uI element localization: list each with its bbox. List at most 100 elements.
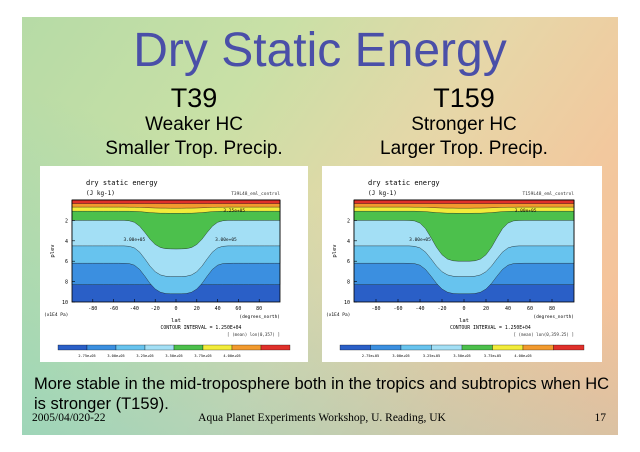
colorbar-label: 4.00e+05 [514,354,531,358]
left-column-line2: Smaller Trop. Precip. [105,138,283,159]
colorbar-swatch [370,344,402,351]
plot-units: (J kg-1) [86,190,115,197]
contour-label: 3.00e+05 [409,237,431,243]
right-column-header: T159 Stronger HC Larger Trop. Precip. [352,83,576,161]
contour-band [353,199,575,204]
x-tick-label: -40 [415,306,424,312]
y-tick-label: 2 [65,218,68,224]
footer-date: 2005/04/020-22 [32,412,106,424]
x-tick-label: 40 [215,306,221,312]
x-tick-label: 40 [505,306,511,312]
right-column-title: T159 [433,83,495,113]
x-tick-label: 60 [235,306,241,312]
y-axis-label: plev [332,244,338,258]
colorbar-swatch [86,344,117,351]
colorbar-label: 2.75e+05 [78,354,95,358]
left-column-line1: Weaker HC [145,114,243,135]
colorbar-swatch [431,344,463,351]
right-column-line1: Stronger HC [411,114,517,135]
contour-label: 3.00e+05 [215,237,237,243]
colorbar-swatch [260,344,291,351]
y-tick-label: 6 [347,259,350,265]
right-column-line2: Larger Trop. Precip. [380,138,548,159]
x-tick-label: -20 [151,306,160,312]
colorbar-label: 3.75e+05 [194,354,211,358]
y-axis-units: (x1E4 Pa) [44,312,68,318]
colorbar-swatch [173,344,204,351]
y-axis-units: (x1E4 Pa) [326,312,350,318]
slide-title: Dry Static Energy [133,24,507,77]
x-tick-label: 20 [483,306,489,312]
left-column-title: T39 [170,83,218,113]
y-tick-label: 8 [347,280,350,286]
plot-title: dry static energy [368,179,440,187]
plot-stats: [ (mean) lon(0,359.25) ] [513,332,574,337]
footer-page-number: 17 [594,412,607,424]
colorbar-label: 4.00e+05 [223,354,240,358]
x-axis-label: lat [459,318,469,324]
x-axis-units: (degrees_north) [239,314,280,320]
x-tick-label: 20 [194,306,200,312]
bottom-caption: More stable in the mid-troposphere both … [34,375,610,413]
t159-contour-plot: dry static energy (J kg-1) T159L48_eml_con… [326,179,585,358]
colorbar-swatch [231,344,262,351]
colorbar-swatch [57,344,88,351]
contour-interval: CONTOUR INTERVAL = 1.250E+04 [161,325,242,331]
contour-label: 3.25e+05 [223,208,245,214]
contour-label: 3.00e+05 [124,237,146,243]
plot-run-label: T159L48_eml_control [523,191,575,197]
x-tick-label: 80 [549,306,555,312]
plot-title: dry static energy [86,179,158,187]
colorbar-swatch [144,344,175,351]
colorbar-label: 3.00e+05 [107,354,124,358]
x-tick-label: -80 [371,306,380,312]
colorbar-swatch [553,344,585,351]
left-column-header: T39 Weaker HC Smaller Trop. Precip. [82,83,306,161]
colorbar-swatch [115,344,146,351]
x-tick-label: -80 [88,306,97,312]
y-tick-label: 8 [65,280,68,286]
contour-band [71,199,281,204]
y-tick-label: 6 [65,259,68,265]
plot-run-label: T39L48_eml_control [231,191,280,197]
colorbar-swatch [339,344,371,351]
colorbar-swatch [522,344,554,351]
plot-units: (J kg-1) [368,190,397,197]
t159-plot-panel: dry static energy (J kg-1) T159L48_eml_con… [322,166,602,362]
contour-label: 3.00e+05 [515,208,537,214]
x-tick-label: -60 [109,306,118,312]
slide: Dry Static Energy T39 Weaker HC Smaller … [22,17,618,435]
y-tick-label: 10 [344,300,350,306]
x-tick-label: -60 [393,306,402,312]
x-axis-label: lat [171,318,181,324]
colorbar-swatch [461,344,493,351]
plot-stats: [ (mean) lon(0,357) ] [227,332,280,337]
colorbar-label: 3.50e+05 [165,354,182,358]
x-tick-label: 60 [527,306,533,312]
y-axis-label: plev [50,244,56,258]
contour-band [71,199,281,250]
x-tick-label: 0 [174,306,177,312]
x-tick-label: -40 [130,306,139,312]
colorbar-label: 3.75e+05 [484,354,501,358]
colorbar-label: 3.00e+05 [392,354,409,358]
t39-plot-panel: dry static energy (J kg-1) T39L48_eml_cont… [40,166,308,362]
y-tick-label: 2 [347,218,350,224]
colorbar-swatch [492,344,524,351]
colorbar-swatch [202,344,233,351]
colorbar-label: 3.25e+05 [136,354,153,358]
contour-interval: CONTOUR INTERVAL = 1.250E+04 [450,325,531,331]
y-tick-label: 10 [62,300,68,306]
colorbar-label: 2.75e+05 [362,354,379,358]
colorbar-label: 3.50e+05 [453,354,470,358]
y-tick-label: 4 [347,239,350,245]
x-tick-label: 0 [462,306,465,312]
footer-event: Aqua Planet Experiments Workshop, U. Rea… [198,412,446,424]
x-axis-units: (degrees_north) [533,314,574,320]
y-tick-label: 4 [65,239,68,245]
x-tick-label: 80 [256,306,262,312]
colorbar-swatch [400,344,432,351]
t39-contour-plot: dry static energy (J kg-1) T39L48_eml_cont… [44,179,291,358]
contour-band [353,199,575,262]
colorbar-label: 3.25e+05 [423,354,440,358]
